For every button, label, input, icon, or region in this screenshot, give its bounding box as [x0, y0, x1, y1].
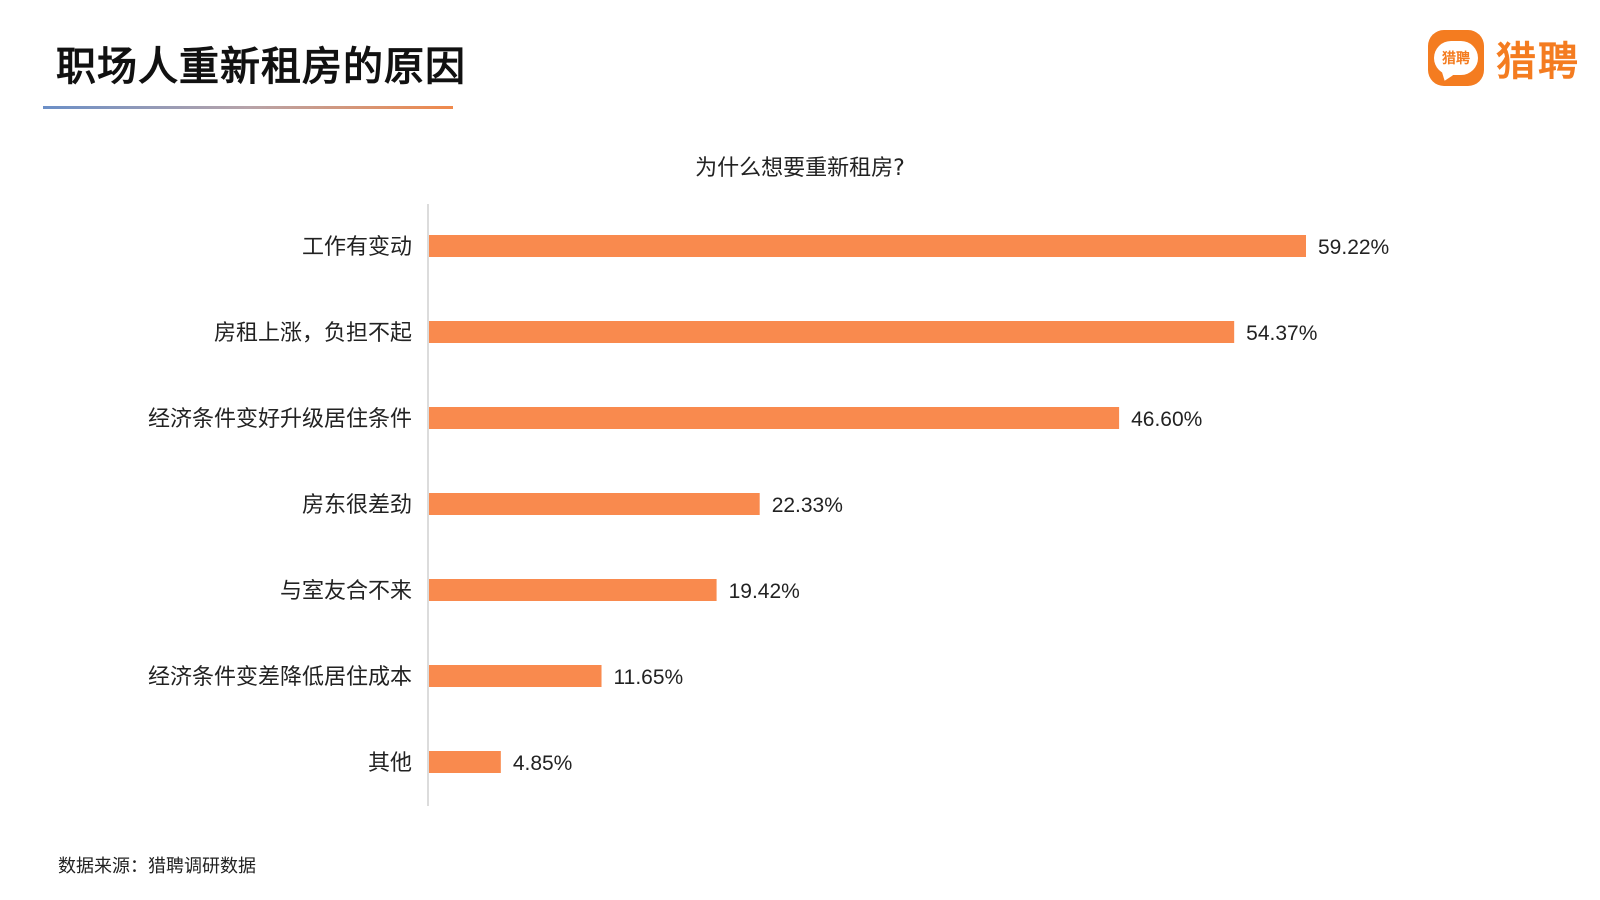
data-label: 59.22% — [1318, 236, 1389, 259]
category-label: 经济条件变差降低居住成本 — [148, 665, 412, 690]
bar — [429, 579, 717, 601]
bar — [429, 407, 1120, 429]
title-underline — [43, 106, 453, 109]
category-label: 经济条件变好升级居住条件 — [148, 407, 412, 432]
category-label: 其他 — [368, 751, 412, 776]
page-title: 职场人重新租房的原因 — [56, 44, 466, 90]
data-source: 数据来源：猎聘调研数据 — [58, 856, 256, 877]
category-label: 与室友合不来 — [280, 579, 412, 604]
brand-name: 猎聘 — [1496, 39, 1580, 85]
bar — [429, 493, 760, 515]
data-label: 19.42% — [729, 580, 800, 603]
category-label: 工作有变动 — [302, 235, 412, 260]
data-label: 46.60% — [1131, 408, 1202, 431]
bar — [429, 751, 501, 773]
data-label: 54.37% — [1246, 322, 1317, 345]
brand-icon-text: 猎聘 — [1434, 41, 1478, 75]
brand-chat-icon: 猎聘 — [1428, 30, 1484, 86]
data-label: 4.85% — [513, 752, 573, 775]
bar — [429, 321, 1235, 343]
bar — [429, 235, 1306, 257]
chart-title: 为什么想要重新租房? — [695, 156, 905, 181]
category-label: 房东很差劲 — [302, 493, 412, 518]
data-label: 11.65% — [614, 666, 684, 689]
bar — [429, 665, 602, 687]
category-label: 房租上涨，负担不起 — [214, 321, 412, 346]
brand-logo: 猎聘 猎聘 — [1428, 28, 1580, 88]
data-label: 22.33% — [772, 494, 843, 517]
